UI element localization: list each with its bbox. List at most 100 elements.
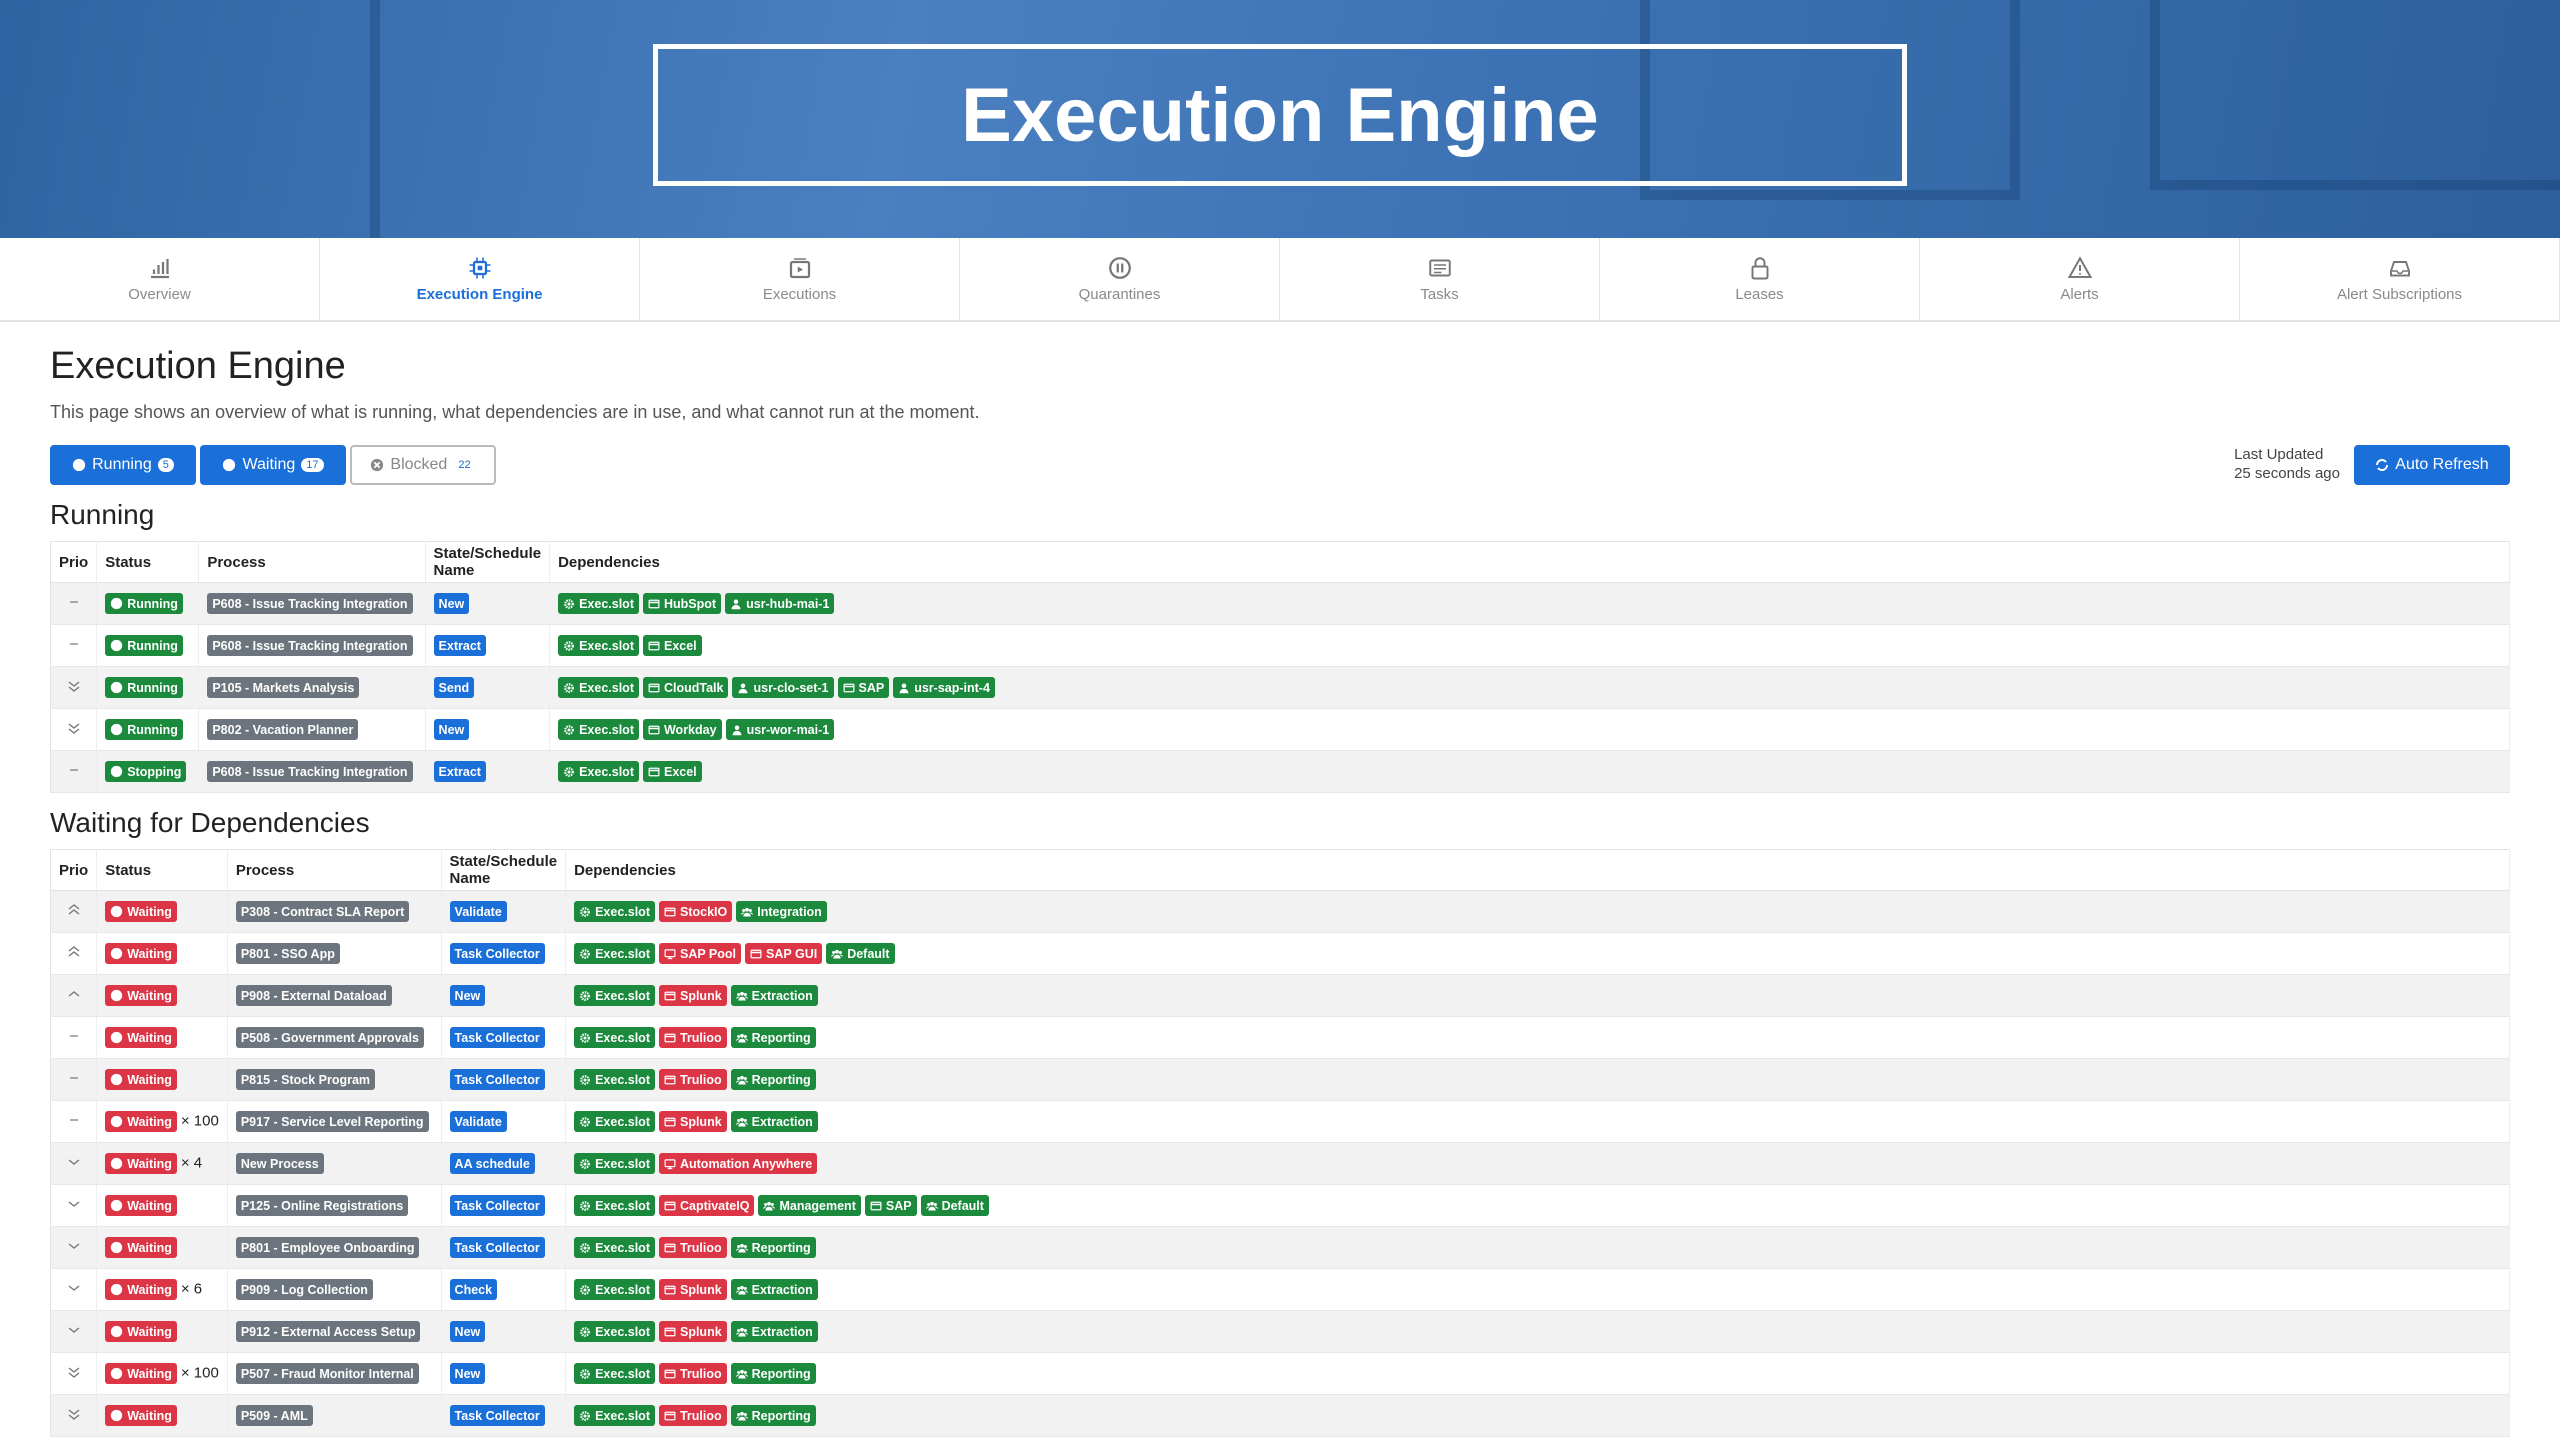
process-cell: P912 - External Access Setup (227, 1310, 442, 1353)
status-cell: Waiting (96, 974, 228, 1017)
icon (648, 767, 660, 776)
status-badge: Running (105, 593, 183, 614)
nav-tab[interactable]: Tasks (1280, 238, 1600, 320)
status-badge: Waiting (105, 1111, 177, 1132)
instance-count: × 100 (180, 1112, 219, 1130)
filter-button[interactable]: Waiting 17 (200, 445, 346, 485)
column-header: Status (96, 849, 228, 891)
filter-button[interactable]: Running 5 (50, 445, 196, 485)
icon (648, 683, 660, 692)
dependency-label: Trulioo (679, 1030, 722, 1045)
icon (664, 1285, 676, 1294)
filter-label: Blocked (390, 456, 448, 473)
state-cell: Check (441, 1268, 567, 1311)
auto-refresh-button[interactable]: Auto Refresh (2354, 445, 2510, 485)
nav-tab[interactable]: Quarantines (960, 238, 1280, 320)
status-cell: Running (96, 666, 200, 709)
dependency-label: Exec.slot (595, 946, 650, 961)
prio-cell (50, 1394, 98, 1437)
process-cell: P507 - Fraud Monitor Internal (227, 1352, 442, 1395)
icon (68, 903, 80, 915)
icon (580, 1158, 590, 1169)
status-badge: Waiting (105, 1195, 177, 1216)
nav-tab-label: Alert Subscriptions (2336, 285, 2463, 303)
status-cell: Stopping (96, 750, 200, 793)
row: Waiting P801 - Employee Onboarding Task Co… (50, 1226, 2510, 1269)
icon (68, 1242, 80, 1249)
icon (2067, 255, 2092, 278)
dependency-label: Exec.slot (595, 904, 650, 919)
process-badge: P308 - Contract SLA Report (235, 901, 410, 922)
dependency-label: Exec.slot (595, 1282, 650, 1297)
process-cell: P608 - Issue Tracking Integration (198, 582, 426, 625)
dependency-badge: Exec.slot (574, 1153, 655, 1174)
filter-button[interactable]: Blocked 22 (350, 445, 496, 485)
icon (111, 597, 123, 610)
deps-cell: Exec.slot Excel (549, 750, 2510, 793)
icon (870, 1201, 882, 1210)
row: Waiting P508 - Government Approvals Task C… (50, 1016, 2510, 1059)
icon (111, 989, 123, 1002)
dependency-badge: Splunk (658, 1321, 727, 1342)
status-badge: Waiting (105, 1153, 177, 1174)
dependency-badge: Integration (736, 901, 827, 922)
process-cell: P801 - Employee Onboarding (227, 1226, 442, 1269)
icon (564, 724, 574, 735)
state-cell: AA schedule (441, 1142, 567, 1185)
prio-cell (50, 582, 98, 625)
dependency-badge: Excel (642, 635, 702, 656)
status-label: Waiting (127, 1072, 172, 1087)
nav-bar: Overview Execution Engine Executions Quaran… (0, 238, 2560, 322)
nav-tab-label: Tasks (1420, 285, 1459, 303)
row: Waiting × 6 P909 - Log Collection Check Exec… (50, 1268, 2510, 1311)
deps-cell: Exec.slot Splunk Extraction (565, 1100, 2510, 1143)
dependency-label: SAP Pool (679, 946, 737, 961)
dependency-badge: Default (826, 943, 895, 964)
deps-cell: Exec.slot Splunk Extraction (565, 1310, 2510, 1353)
status-badge: Running (105, 677, 183, 698)
icon (564, 766, 574, 777)
dependency-badge: HubSpot (642, 593, 722, 614)
icon (580, 948, 590, 959)
icon (580, 1368, 590, 1379)
nav-tab[interactable]: Alerts (1920, 238, 2240, 320)
dependency-badge: Extraction (730, 1111, 818, 1132)
icon (2389, 260, 2410, 276)
status-badge: Waiting (105, 1069, 177, 1090)
state-cell: Task Collector (441, 1226, 567, 1269)
nav-tab[interactable]: Leases (1600, 238, 1920, 320)
state-cell: New (441, 1352, 567, 1395)
status-badge: Waiting (105, 1237, 177, 1258)
icon (664, 1201, 676, 1210)
process-badge: P608 - Issue Tracking Integration (207, 593, 413, 614)
icon (564, 640, 574, 651)
dependency-label: Trulioo (679, 1366, 722, 1381)
deps-cell: Exec.slot Excel (549, 624, 2510, 667)
dependency-badge: Exec.slot (574, 1405, 655, 1426)
status-label: Waiting (127, 1324, 172, 1339)
process-badge: P908 - External Dataload (235, 985, 392, 1006)
dependency-label: Reporting (751, 1366, 811, 1381)
nav-tab[interactable]: Executions (640, 238, 960, 320)
dependency-badge: SAP GUI (745, 943, 823, 964)
state-badge: New (433, 719, 470, 740)
nav-tab-label: Executions (762, 285, 837, 303)
nav-tab[interactable]: Overview (0, 238, 320, 320)
icon (564, 682, 574, 693)
nav-tab[interactable]: Execution Engine (320, 238, 640, 320)
process-badge: New Process (235, 1153, 324, 1174)
icon (111, 1073, 123, 1086)
nav-tab[interactable]: Alert Subscriptions (2240, 238, 2560, 320)
dependency-label: Exec.slot (595, 988, 650, 1003)
process-badge: P909 - Log Collection (235, 1279, 373, 1300)
status-badge: Waiting (105, 1363, 177, 1384)
icon (68, 1366, 80, 1378)
icon (111, 1241, 123, 1254)
dependency-label: Default (847, 946, 890, 961)
state-cell: Task Collector (441, 932, 567, 975)
dependency-badge: SAP Pool (658, 943, 742, 964)
row: Waiting P125 - Online Registrations Task C… (50, 1184, 2510, 1227)
icon (648, 725, 660, 734)
icon (69, 1034, 78, 1037)
dependency-badge: Exec.slot (574, 1069, 655, 1090)
